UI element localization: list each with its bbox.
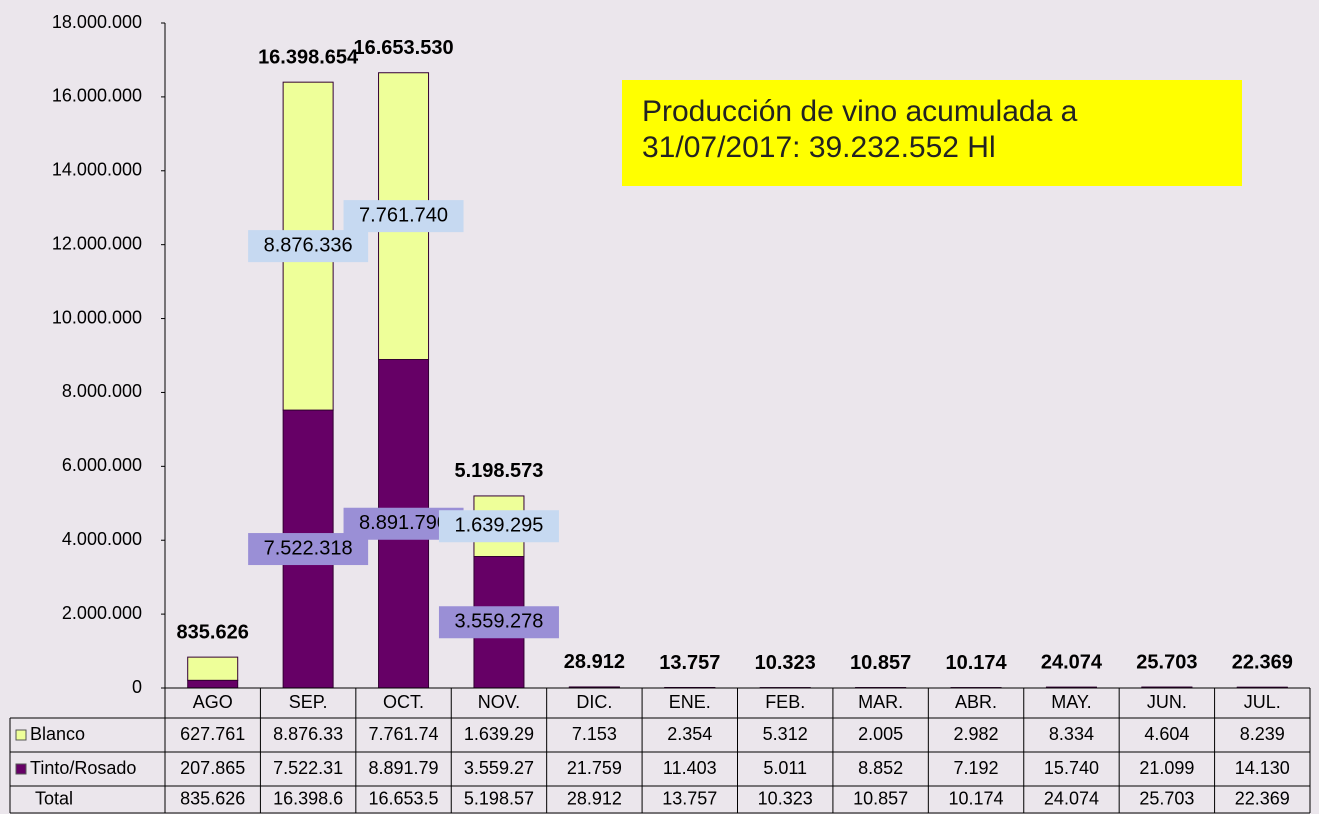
- table-cell: 835.626: [180, 788, 245, 808]
- table-cell: 21.759: [567, 758, 622, 778]
- total-label: 835.626: [177, 621, 249, 643]
- total-label: 10.323: [755, 652, 816, 674]
- total-label: 5.198.573: [454, 460, 543, 482]
- table-cell: 8.876.33: [273, 724, 343, 744]
- table-cell: 7.522.31: [273, 758, 343, 778]
- y-tick-label: 10.000.000: [52, 307, 142, 327]
- legend-label: Blanco: [30, 724, 85, 744]
- table-cell: 10.174: [949, 788, 1004, 808]
- value-label: 7.761.740: [359, 204, 448, 226]
- legend-label: Tinto/Rosado: [30, 758, 136, 778]
- table-cell: 8.334: [1049, 724, 1094, 744]
- table-cell: 627.761: [180, 724, 245, 744]
- y-tick-label: 0: [132, 677, 142, 697]
- table-cell: 2.354: [667, 724, 712, 744]
- table-cell: 28.912: [567, 788, 622, 808]
- table-cell: 2.982: [954, 724, 999, 744]
- table-cell: 24.074: [1044, 788, 1099, 808]
- total-label: 25.703: [1136, 651, 1197, 673]
- value-label: 8.891.790: [359, 512, 448, 534]
- y-tick-label: 18.000.000: [52, 12, 142, 32]
- table-cell: 8.239: [1240, 724, 1285, 744]
- table-cell: 3.559.27: [464, 758, 534, 778]
- total-label: 10.857: [850, 652, 911, 674]
- total-label: 16.653.530: [353, 37, 453, 59]
- label-box: [248, 230, 369, 263]
- x-tick-label: FEB.: [765, 692, 805, 712]
- total-label: 16.398.654: [258, 46, 359, 68]
- value-label: 8.876.336: [264, 234, 353, 256]
- label-box: [438, 510, 559, 543]
- table-cell: 13.757: [662, 788, 717, 808]
- label-box: [438, 606, 559, 639]
- table-cell: 22.369: [1235, 788, 1290, 808]
- y-tick-label: 2.000.000: [62, 603, 142, 623]
- bar-segment: [187, 656, 239, 681]
- legend-swatch: [15, 763, 27, 775]
- table-cell: 16.653.5: [369, 788, 439, 808]
- total-label: 10.174: [945, 652, 1007, 674]
- row-label: Total: [35, 788, 73, 808]
- y-tick-label: 12.000.000: [52, 233, 142, 253]
- x-tick-label: DIC.: [576, 692, 612, 712]
- x-tick-label: NOV.: [478, 692, 520, 712]
- x-tick-label: ENE.: [669, 692, 711, 712]
- table-cell: 2.005: [858, 724, 903, 744]
- table-cell: 1.639.29: [464, 724, 534, 744]
- x-tick-label: JUN.: [1147, 692, 1187, 712]
- table-cell: 8.852: [858, 758, 903, 778]
- y-tick-label: 6.000.000: [62, 455, 142, 475]
- legend-swatch: [15, 729, 27, 741]
- table-cell: 16.398.6: [273, 788, 343, 808]
- x-tick-label: MAY.: [1051, 692, 1091, 712]
- value-label: 7.522.318: [264, 537, 353, 559]
- table-cell: 25.703: [1139, 788, 1194, 808]
- table-cell: 5.198.57: [464, 788, 534, 808]
- value-label: 3.559.278: [454, 611, 543, 633]
- table-cell: 4.604: [1144, 724, 1189, 744]
- total-label: 28.912: [564, 651, 625, 673]
- table-cell: 10.857: [853, 788, 908, 808]
- y-tick-label: 8.000.000: [62, 381, 142, 401]
- table-cell: 207.865: [180, 758, 245, 778]
- table-cell: 14.130: [1235, 758, 1290, 778]
- y-tick-label: 4.000.000: [62, 529, 142, 549]
- y-tick-label: 14.000.000: [52, 160, 142, 180]
- table-cell: 8.891.79: [369, 758, 439, 778]
- table-cell: 21.099: [1139, 758, 1194, 778]
- x-tick-label: MAR.: [858, 692, 903, 712]
- table-cell: 7.761.74: [369, 724, 439, 744]
- table-cell: 5.011: [763, 758, 807, 778]
- bar-segment: [187, 679, 239, 689]
- x-tick-label: OCT.: [383, 692, 424, 712]
- total-label: 13.757: [659, 652, 720, 674]
- x-tick-label: JUL.: [1244, 692, 1281, 712]
- table-cell: 10.323: [758, 788, 813, 808]
- table-cell: 15.740: [1044, 758, 1099, 778]
- label-box: [343, 200, 464, 233]
- table-cell: 7.192: [954, 758, 999, 778]
- x-tick-label: AGO: [193, 692, 233, 712]
- x-tick-label: SEP.: [289, 692, 328, 712]
- total-label: 24.074: [1041, 651, 1103, 673]
- table-cell: 7.153: [572, 724, 617, 744]
- x-tick-label: ABR.: [955, 692, 997, 712]
- table-cell: 5.312: [763, 724, 808, 744]
- total-label: 22.369: [1232, 651, 1293, 673]
- y-tick-label: 16.000.000: [52, 86, 142, 106]
- value-label: 1.639.295: [454, 515, 543, 537]
- annotation: Producción de vino acumulada a 31/07/201…: [622, 80, 1242, 186]
- table-cell: 11.403: [663, 758, 717, 778]
